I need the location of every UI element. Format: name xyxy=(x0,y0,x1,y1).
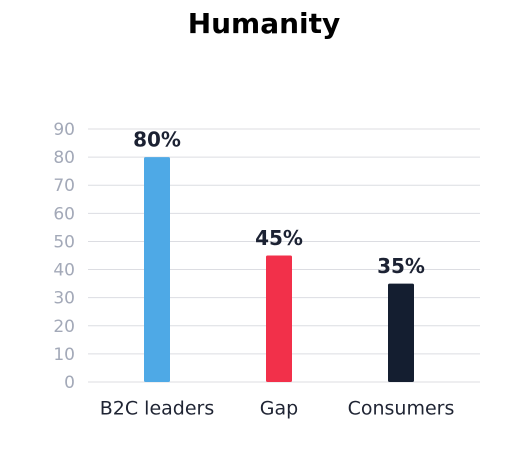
y-tick-label: 50 xyxy=(53,232,75,252)
y-tick-label: 30 xyxy=(53,289,75,309)
y-tick-label: 40 xyxy=(53,261,75,281)
y-tick-label: 70 xyxy=(53,176,75,196)
value-label: 45% xyxy=(255,226,303,250)
value-label: 80% xyxy=(133,128,181,152)
value-label: 35% xyxy=(377,254,425,278)
y-tick-label: 10 xyxy=(53,345,75,365)
x-tick-label: Gap xyxy=(260,398,298,420)
y-tick-label: 80 xyxy=(53,148,75,168)
y-tick-label: 0 xyxy=(64,373,75,393)
x-tick-label: Consumers xyxy=(348,398,455,420)
x-tick-label: B2C leaders xyxy=(100,398,215,420)
y-tick-label: 20 xyxy=(53,317,75,337)
bar xyxy=(388,283,414,382)
y-tick-label: 60 xyxy=(53,204,75,224)
bar xyxy=(144,157,170,382)
bar xyxy=(266,255,292,382)
y-tick-label: 90 xyxy=(53,120,75,140)
chart-title: Humanity xyxy=(188,7,341,40)
